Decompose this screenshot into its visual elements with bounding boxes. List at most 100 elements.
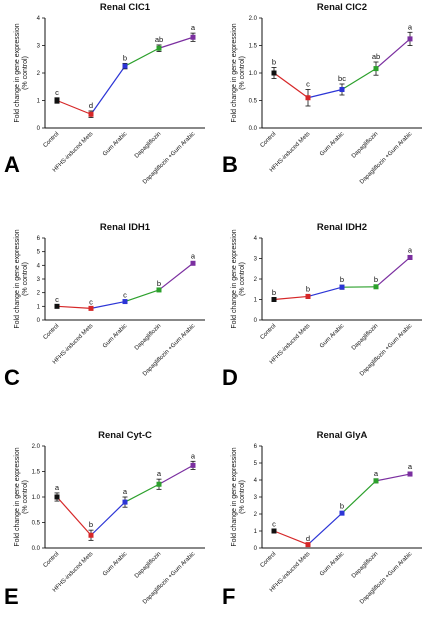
significance-letter: b — [306, 284, 310, 293]
series-segment — [273, 295, 309, 301]
data-point — [190, 462, 196, 468]
data-point — [339, 510, 345, 516]
significance-letter: c — [123, 290, 127, 299]
significance-letter: a — [55, 483, 60, 492]
significance-letter: a — [157, 469, 162, 478]
significance-letter: b — [340, 275, 344, 284]
data-point — [373, 66, 379, 72]
significance-letter: b — [374, 275, 378, 284]
category-label: Control — [42, 551, 60, 569]
data-point — [190, 260, 196, 266]
significance-letter: a — [123, 487, 128, 496]
y-tick-label: 4 — [37, 263, 41, 269]
series-segment — [341, 68, 377, 91]
category-label: Dapagliflozin — [351, 323, 380, 352]
y-axis-label: Fold change in gene expression — [14, 447, 21, 546]
data-point — [122, 299, 128, 305]
category-label: HFHS-induced Mets — [269, 551, 311, 593]
series-segment — [375, 257, 411, 288]
panel-label: D — [222, 365, 238, 390]
series-segment — [273, 530, 309, 546]
category-label: Control — [259, 323, 277, 341]
category-label: Dapagliflozin — [134, 323, 163, 352]
y-tick-label: 5 — [37, 250, 41, 256]
y-tick-label: 0 — [37, 318, 41, 324]
panel-label: F — [222, 584, 235, 609]
y-tick-label: 4 — [254, 236, 258, 242]
chart-title: Renal Cyt-C — [98, 430, 152, 441]
significance-letter: b — [123, 53, 127, 62]
data-point — [407, 36, 413, 42]
category-label: Control — [259, 131, 277, 149]
category-label: Dapagliflozin — [134, 131, 163, 160]
data-point — [305, 542, 311, 548]
data-point — [156, 287, 162, 293]
y-tick-label: 6 — [37, 236, 41, 242]
significance-letter: a — [374, 469, 379, 478]
y-tick-label: 1.5 — [32, 470, 41, 476]
panel-b: Renal ClC2 0.0 0.5 1.0 1.5 2.0 Fold change in … — [222, 2, 422, 186]
y-tick-label: 2 — [254, 277, 258, 283]
y-tick-label: 0.5 — [32, 521, 41, 527]
y-tick-label: 2 — [37, 71, 41, 77]
y-axis-label: Fold change in gene expression — [14, 229, 21, 328]
data-point — [88, 111, 94, 117]
category-label: Gum Arabic — [102, 551, 128, 577]
y-tick-label: 1 — [37, 99, 41, 105]
significance-letter: c — [272, 519, 276, 528]
significance-letter: a — [408, 462, 413, 471]
category-label: Gum Arabic — [319, 551, 345, 577]
series-segment — [307, 88, 343, 99]
category-label: HFHS-induced Mets — [269, 323, 311, 365]
significance-letter: c — [89, 297, 93, 306]
y-tick-label: 1.5 — [249, 44, 258, 50]
panel-label: C — [4, 365, 20, 390]
panel-label: E — [4, 584, 19, 609]
significance-letter: c — [55, 295, 59, 304]
y-axis-label-line2: (% control) — [239, 56, 246, 90]
y-axis-label-line2: (% control) — [22, 56, 29, 90]
data-point — [271, 70, 277, 76]
significance-letter: b — [272, 288, 276, 297]
series-segment — [124, 483, 160, 503]
significance-letter: a — [191, 252, 196, 261]
data-point — [305, 95, 311, 101]
y-tick-label: 1.0 — [249, 71, 258, 77]
series-segment — [158, 262, 194, 291]
series-segment — [307, 286, 343, 298]
series-segment — [158, 464, 194, 485]
y-tick-label: 6 — [254, 444, 258, 450]
y-axis-label-line2: (% control) — [22, 480, 29, 514]
y-tick-label: 0.5 — [249, 99, 258, 105]
y-axis-label-line2: (% control) — [22, 262, 29, 296]
category-label: Dapagliflozin — [351, 551, 380, 580]
data-point — [88, 305, 94, 311]
y-axis-label-line2: (% control) — [239, 262, 246, 296]
data-point — [54, 98, 60, 103]
y-tick-label: 3 — [254, 495, 258, 501]
panel-d: Renal IDH2 0 1 2 3 4 Fold change in gene expre… — [222, 222, 422, 390]
y-tick-label: 2.0 — [249, 16, 258, 22]
chart-title: Renal IDH1 — [100, 222, 151, 233]
panel-label: A — [4, 152, 20, 177]
category-label: Gum Arabic — [319, 131, 345, 157]
data-point — [190, 34, 196, 40]
panel-a: Renal ClC1 0 1 2 3 4 Fold change in gene expre… — [4, 2, 205, 186]
panel-label: B — [222, 152, 238, 177]
significance-letter: bc — [338, 74, 346, 83]
chart-title: Renal GlyA — [317, 430, 368, 441]
significance-letter: c — [55, 88, 59, 97]
category-label: Gum Arabic — [319, 323, 345, 349]
data-point — [407, 254, 413, 260]
series-segment — [56, 99, 92, 115]
category-label: Gum Arabic — [102, 323, 128, 349]
category-label: Gum Arabic — [102, 131, 128, 157]
y-tick-label: 2.0 — [32, 444, 41, 450]
category-label: HFHS-induced Mets — [52, 551, 94, 593]
chart-title: Renal ClC2 — [317, 2, 367, 13]
series-segment — [158, 36, 194, 49]
significance-letter: b — [340, 501, 344, 510]
y-axis-label: Fold change in gene expression — [231, 229, 238, 328]
category-label: HFHS-induced Mets — [52, 323, 94, 365]
